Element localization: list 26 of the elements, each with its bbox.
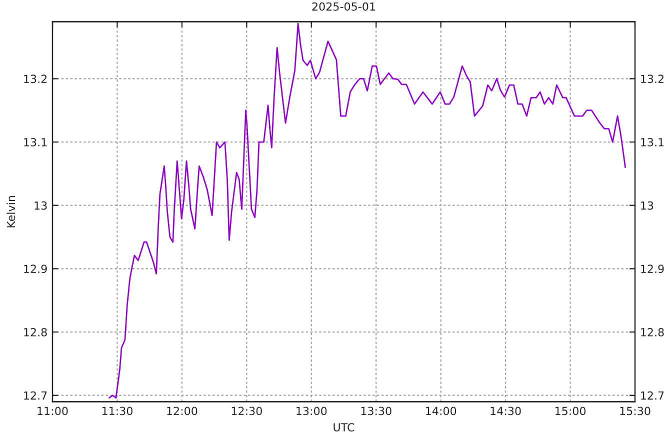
x-tick-label: 14:00 bbox=[426, 406, 456, 416]
y-tick-label: 12.7 bbox=[24, 391, 47, 400]
x-tick-label: 13:00 bbox=[296, 406, 327, 416]
x-tick-label: 12:30 bbox=[232, 406, 262, 416]
x-tick-label: 15:30 bbox=[620, 406, 650, 416]
x-tick-label: 15:00 bbox=[555, 406, 586, 416]
y-tick-label: 12.8 bbox=[24, 328, 47, 336]
y2-tick-label: 12.8 bbox=[641, 328, 664, 336]
y2-tick-label: 13 bbox=[641, 201, 654, 210]
x-tick-label: 11:30 bbox=[102, 406, 132, 416]
chart-title: 2025-05-01 bbox=[312, 2, 376, 11]
line-series bbox=[108, 22, 626, 399]
y-tick-label: 13 bbox=[34, 201, 47, 210]
y2-tick-label: 13.2 bbox=[641, 74, 664, 84]
y2-tick-label: 12.7 bbox=[641, 391, 664, 400]
y2-tick-label: 12.9 bbox=[641, 264, 664, 274]
y-tick-label: 13.1 bbox=[24, 138, 47, 146]
x-tick-label: 11:00 bbox=[38, 406, 68, 416]
y2-tick-label: 13.1 bbox=[641, 138, 664, 146]
y-tick-label: 12.9 bbox=[24, 264, 47, 274]
x-axis-title: UTC bbox=[334, 423, 354, 432]
x-tick-label: 14:30 bbox=[490, 406, 521, 416]
x-tick-label: 13:30 bbox=[361, 406, 392, 416]
y-tick-label: 13.2 bbox=[24, 74, 47, 84]
x-tick-label: 12:00 bbox=[167, 406, 198, 416]
y-axis-title: Kelvin bbox=[6, 196, 16, 228]
